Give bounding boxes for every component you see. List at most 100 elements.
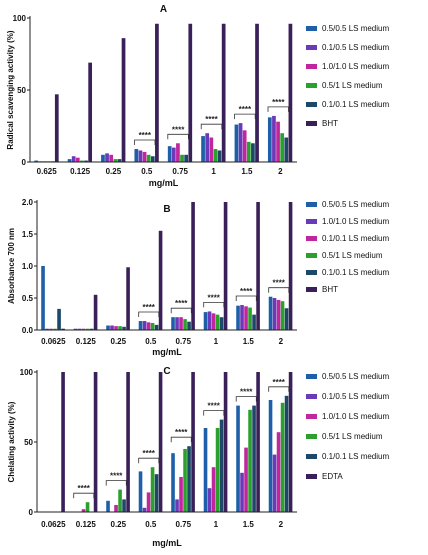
panel-b-bar-s4-c3	[118, 326, 122, 330]
panel-c-y-tick-label-3: 100	[20, 368, 34, 377]
panel-b-x-tick-label-6: 1	[214, 337, 219, 346]
panel-b-x-tick-label-3: 0.25	[111, 337, 127, 346]
panel-b-significance-bracket-5	[268, 287, 290, 293]
panel-b-bar-s4-c2	[85, 328, 90, 330]
panel-b-y-axis-label: Absorbance 700 nm	[7, 228, 16, 304]
panel-c-significance-label-7: ****	[272, 378, 285, 387]
panel-c-significance-label-4: ****	[175, 428, 188, 437]
panel-a-bar-s3-c6	[209, 137, 214, 162]
panel-b-bar-s6-c1	[61, 328, 65, 330]
panel-a-significance-label-4: ****	[239, 105, 252, 114]
panel-b-x-axis-label: mg/mL	[152, 347, 182, 357]
panel-c-bar-s3-c5	[179, 477, 183, 512]
panel-b-y-tick-label-2: 0.5	[22, 294, 34, 303]
panel-c-bar-s4-c8	[280, 402, 285, 512]
panel-a-bar-s6-c4	[155, 23, 159, 163]
panel-c-bar-s1-c4	[138, 471, 143, 512]
panel-b-bar-s1-c2	[73, 328, 78, 330]
panel-a-legend-swatch-1	[306, 26, 317, 31]
panel-a-bar-s4-c7	[246, 141, 251, 162]
panel-c-x-tick-label-7: 1.5	[243, 520, 255, 529]
panel-c-bar-s6-c6	[223, 372, 228, 512]
panel-b-x-tick-label-4: 0.5	[145, 337, 157, 346]
panel-a-bar-s4-c3	[113, 159, 118, 162]
panel-a-bar-s5-c4	[150, 156, 155, 162]
panel-c-bar-s6-c5	[191, 372, 195, 512]
panel-b-bar-s2-c5	[175, 317, 179, 330]
panel-b-bar-s6-c3	[126, 267, 130, 330]
panel-c-bar-s4-c6	[215, 428, 220, 512]
panel-b-bar-s5-c5	[187, 321, 191, 330]
panel-c-legend-swatch-3	[306, 414, 317, 419]
panel-c-legend-swatch-6	[306, 474, 317, 479]
panel-c-bar-s6-c2	[93, 372, 98, 512]
panel-a-legend-label-1: 0.5/0.5 LS medium	[322, 24, 389, 33]
panel-c-significance-bracket-5	[203, 410, 225, 416]
panel-c-bar-s5-c5	[187, 446, 191, 512]
panel-b-bar-s1-c3	[106, 325, 110, 330]
panel-b-bar-s3-c4	[146, 322, 151, 330]
panel-a-bar-s2-c3	[105, 153, 109, 162]
panel-a-bar-s6-c2	[88, 62, 93, 162]
panel-a-legend-swatch-2	[306, 45, 317, 50]
panel-b-y-tick-label-5: 2.0	[22, 198, 34, 207]
panel-b-y-tick-label-4: 1.5	[22, 230, 34, 239]
panel-c-x-tick-label-1: 0.0625	[41, 520, 66, 529]
panel-a-x-tick-label-4: 0.5	[141, 167, 153, 176]
panel-a-x-tick-label-6: 1	[211, 167, 216, 176]
panel-b-bar-s6-c5	[191, 202, 195, 330]
panel-b-legend-label-3: 0.1/0.1 LS medium	[322, 234, 389, 243]
panel-c-significance-bracket-2	[105, 480, 127, 486]
panel-b-x-tick-label-1: 0.0625	[41, 337, 66, 346]
panel-a-bar-s1-c3	[101, 154, 105, 162]
panel-a-bar-s5-c3	[117, 159, 122, 162]
panel-c-significance-bracket-3	[138, 457, 160, 464]
panel-a-bar-s1-c2	[67, 159, 72, 162]
panel-c-title: C	[163, 366, 170, 377]
panel-c-significance-bracket-6	[235, 396, 257, 402]
panel-a-significance-bracket-4	[234, 113, 256, 120]
panel-a-significance-label-3: ****	[205, 115, 218, 124]
panel-a-bar-s4-c8	[280, 133, 285, 162]
panel-a-legend-label-6: BHT	[322, 119, 338, 128]
panel-c-bar-s6-c7	[256, 372, 260, 512]
panel-a-bar-s5-c7	[251, 143, 255, 162]
panel-a-x-tick-label-5: 0.75	[172, 167, 188, 176]
panel-b-y-tick-label-1: 0.0	[22, 326, 34, 335]
panel-c-bar-s3-c8	[276, 432, 281, 512]
panel-b-legend-label-6: BHT	[322, 285, 338, 294]
panel-c-bar-s1-c5	[171, 453, 175, 512]
panel-a-bar-s3-c7	[242, 130, 247, 162]
panel-c-legend-swatch-1	[306, 374, 317, 379]
panel-c-bar-s6-c8	[288, 372, 293, 512]
panel-c-bar-s5-c3	[122, 499, 126, 512]
panel-c-bar-s1-c6	[203, 428, 208, 512]
panel-b-legend-swatch-1	[306, 202, 317, 207]
panel-b-bar-s6-c2	[93, 294, 98, 330]
panel-a-x-axis-label: mg/mL	[149, 178, 179, 188]
panel-a-x-tick-label-2: 0.125	[70, 167, 91, 176]
panel-c-x-tick-label-8: 2	[279, 520, 284, 529]
panel-b-bar-s2-c1	[45, 328, 49, 330]
panel-a-x-tick-label-7: 1.5	[241, 167, 253, 176]
panel-c-bar-s3-c2	[81, 509, 86, 512]
panel-a-bar-s2-c7	[238, 123, 243, 162]
panel-a-bar-s1-c8	[267, 117, 272, 162]
panel-b-legend-label-1: 0.5/0.5 LS medium	[322, 200, 389, 209]
panel-b-bar-s4-c1	[53, 328, 57, 330]
panel-a-bar-s6-c1	[54, 94, 59, 162]
panel-c-bar-s6-c4	[158, 372, 163, 512]
panel-b-bar-s2-c7	[240, 305, 244, 330]
panel-b-bar-s2-c8	[272, 298, 277, 330]
panel-a-significance-bracket-1	[134, 139, 156, 145]
panel-c-legend-swatch-4	[306, 434, 317, 439]
panel-a-bar-s3-c2	[75, 157, 80, 162]
panel-b-bar-s5-c4	[154, 324, 159, 330]
panel-c-bar-s4-c3	[118, 489, 122, 512]
panel-b-bar-s5-c7	[252, 314, 256, 330]
panel-c-significance-label-6: ****	[240, 388, 253, 397]
panel-b-bar-s1-c5	[171, 317, 175, 330]
panel-b-bar-s3-c3	[114, 326, 118, 330]
panel-a-bar-s6-c3	[121, 38, 126, 162]
panel-b-bar-s5-c6	[219, 317, 224, 330]
